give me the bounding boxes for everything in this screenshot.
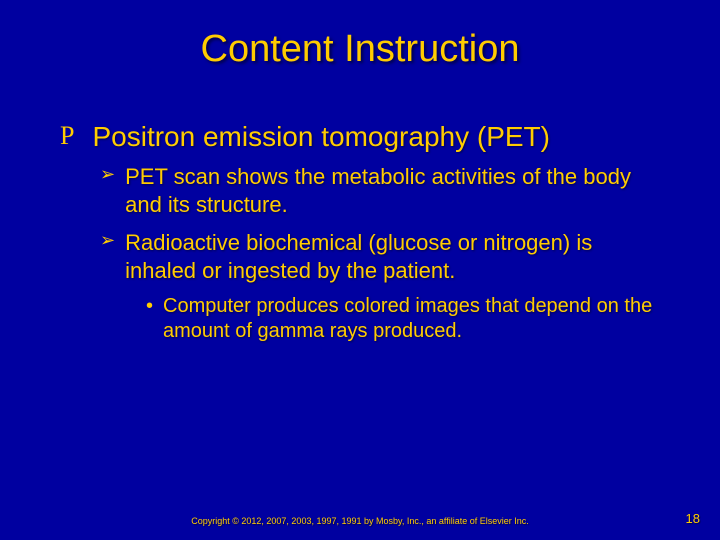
bullet-level1-text: Positron emission tomography (PET) [92,121,550,153]
bullet-level2: ➢ Radioactive biochemical (glucose or ni… [100,229,660,285]
dot-bullet-icon: • [146,294,153,345]
page-number: 18 [686,511,700,526]
arrow-bullet-icon: ➢ [100,229,115,285]
bullet-level1-marker: P [60,121,74,153]
bullet-level3: • Computer produces colored images that … [146,294,660,345]
slide-title: Content Instruction [0,0,720,71]
footer: Copyright © 2012, 2007, 2003, 1997, 1991… [0,516,720,526]
bullet-level2-text: Radioactive biochemical (glucose or nitr… [125,229,660,285]
arrow-bullet-icon: ➢ [100,163,115,219]
content-area: P Positron emission tomography (PET) ➢ P… [0,71,720,345]
bullet-level2: ➢ PET scan shows the metabolic activitie… [100,163,660,219]
copyright-text: Copyright © 2012, 2007, 2003, 1997, 1991… [0,516,720,526]
bullet-level1: P Positron emission tomography (PET) [60,121,660,153]
bullet-level2-text: PET scan shows the metabolic activities … [125,163,660,219]
bullet-level3-text: Computer produces colored images that de… [163,294,660,345]
